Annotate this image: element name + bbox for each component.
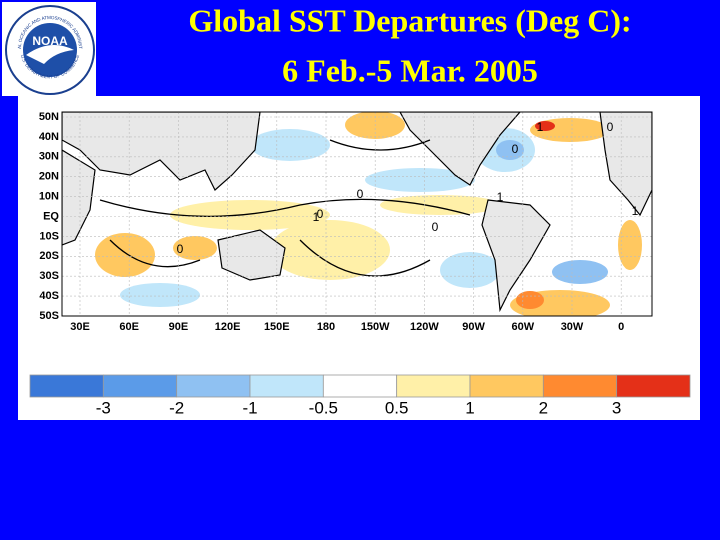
contour-label: 0 xyxy=(432,220,439,234)
contour-label: 0 xyxy=(317,207,324,221)
lat-label: 20S xyxy=(39,250,59,262)
lat-label: 10S xyxy=(39,230,59,242)
lon-label: 0 xyxy=(618,321,624,333)
patch xyxy=(535,121,555,131)
patch xyxy=(250,129,330,161)
title-line-2: 6 Feb.-5 Mar. 2005 xyxy=(282,52,538,88)
map-labels: 50N 40N 30N 20N 10N EQ 10S 20S 30S 40S 50S 30E 60E 90… xyxy=(39,111,624,333)
lon-label: 120W xyxy=(410,321,439,333)
colorbar-label: 0.5 xyxy=(385,398,409,417)
colorbar-label: -2 xyxy=(169,398,184,417)
lat-label: 40N xyxy=(39,131,59,143)
patch xyxy=(95,233,155,277)
lon-label: 120E xyxy=(215,321,241,333)
patch xyxy=(552,260,608,284)
patch xyxy=(120,283,200,307)
colorbar-box xyxy=(542,374,618,398)
contours xyxy=(99,139,471,277)
logo-gull xyxy=(26,45,74,64)
lon-label: 180 xyxy=(317,321,335,333)
logo-text: NOAA xyxy=(32,34,68,48)
lat-label: 50N xyxy=(39,111,59,123)
colorbar-box xyxy=(249,374,324,398)
lon-label: 30E xyxy=(70,321,90,333)
patch xyxy=(496,140,524,160)
lat-label: 40S xyxy=(39,290,59,302)
lat-label: EQ xyxy=(43,210,59,222)
contour xyxy=(299,239,431,277)
colorbar-label: -1 xyxy=(242,398,257,417)
colorbar-label: 2 xyxy=(539,398,548,417)
anomaly-patches xyxy=(95,112,642,316)
contour-label: 0 xyxy=(357,187,364,201)
lat-label: 30N xyxy=(39,151,59,163)
patch xyxy=(173,236,217,260)
patch xyxy=(618,220,642,270)
contour-label: 0 xyxy=(607,120,614,134)
lat-label: 30S xyxy=(39,270,59,282)
colorbar-box xyxy=(469,374,544,398)
colorbar-label: 1 xyxy=(465,398,474,417)
lat-label: 50S xyxy=(39,310,59,322)
colorbar-box xyxy=(396,374,471,398)
patch xyxy=(365,168,475,192)
lon-label: 60W xyxy=(511,321,534,333)
contour xyxy=(109,239,201,268)
patch xyxy=(380,195,500,215)
patch xyxy=(270,220,390,280)
contour xyxy=(329,139,431,151)
colorbar-box xyxy=(322,374,398,398)
contour-label: 1 xyxy=(632,204,639,218)
land-africa-europe xyxy=(599,112,652,217)
land-africa xyxy=(62,149,96,246)
colorbar-label: 3 xyxy=(612,398,621,417)
lon-label: 90W xyxy=(462,321,485,333)
contour-label: 0 xyxy=(512,142,519,156)
contour xyxy=(99,198,471,218)
lon-label: 150W xyxy=(361,321,390,333)
colorbar-label: -3 xyxy=(96,398,111,417)
colorbar-box xyxy=(102,374,178,398)
contour-label: 0 xyxy=(177,242,184,256)
map-grid xyxy=(62,112,652,316)
lon-label: 150E xyxy=(264,321,290,333)
patch xyxy=(516,291,544,309)
colorbar: -3 -2 -1 -0.5 0.5 1 2 3 xyxy=(29,374,691,417)
lon-label: 30W xyxy=(561,321,584,333)
lon-label: 90E xyxy=(169,321,189,333)
lat-label: 20N xyxy=(39,171,59,183)
land xyxy=(62,112,652,313)
colorbar-box xyxy=(616,374,691,398)
lon-label: 60E xyxy=(119,321,139,333)
colorbar-label: -0.5 xyxy=(309,398,338,417)
land-australia xyxy=(217,229,286,281)
noaa-logo: NOAA NATIONAL OCEANIC AND ATMOSPHERIC AD… xyxy=(0,0,96,96)
contour-label: 1 xyxy=(497,190,504,204)
land-north-america xyxy=(399,112,521,186)
contour-label: 1 xyxy=(537,120,544,134)
colorbar-box xyxy=(29,374,104,398)
map-frame xyxy=(61,111,653,317)
colorbar-box xyxy=(176,374,251,398)
title-line-1: Global SST Departures (Deg C): xyxy=(188,2,631,38)
lat-label: 10N xyxy=(39,191,59,203)
contour-label: 1 xyxy=(313,210,320,224)
patch xyxy=(440,252,500,288)
